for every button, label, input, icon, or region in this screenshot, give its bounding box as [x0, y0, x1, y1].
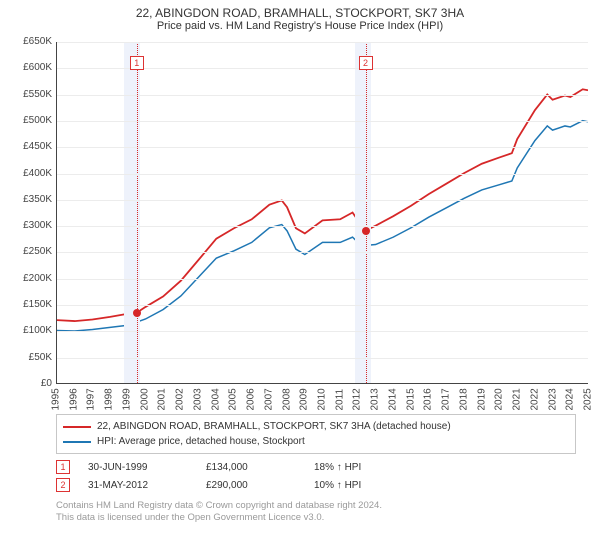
x-axis-label: 2024: [565, 391, 576, 411]
legend-label: HPI: Average price, detached house, Stoc…: [97, 436, 305, 447]
legend: 22, ABINGDON ROAD, BRAMHALL, STOCKPORT, …: [56, 414, 576, 454]
sale-price: £290,000: [206, 480, 296, 491]
y-axis-label: £0: [8, 378, 52, 389]
legend-label: 22, ABINGDON ROAD, BRAMHALL, STOCKPORT, …: [97, 421, 451, 432]
x-axis-label: 2023: [547, 391, 558, 411]
x-axis-label: 2011: [334, 391, 345, 411]
x-axis-label: 2005: [228, 391, 239, 411]
gridline-h: [57, 147, 588, 148]
x-axis-label: 2014: [387, 391, 398, 411]
y-axis-label: £550K: [8, 89, 52, 100]
sale-marker-box: 2: [359, 56, 373, 70]
sale-id-box: 1: [56, 460, 70, 474]
x-axis-label: 2004: [210, 391, 221, 411]
gridline-h: [57, 279, 588, 280]
footer-line-1: Contains HM Land Registry data © Crown c…: [56, 500, 592, 512]
legend-swatch: [63, 441, 91, 443]
gridline-h: [57, 358, 588, 359]
x-axis-label: 1998: [104, 391, 115, 411]
sale-marker-box: 1: [130, 56, 144, 70]
chart-title: 22, ABINGDON ROAD, BRAMHALL, STOCKPORT, …: [8, 6, 592, 20]
sale-row: 2 31-MAY-2012 £290,000 10% ↑ HPI: [56, 476, 592, 494]
sales-summary: 1 30-JUN-1999 £134,000 18% ↑ HPI 2 31-MAY-201…: [8, 458, 592, 494]
legend-row: 22, ABINGDON ROAD, BRAMHALL, STOCKPORT, …: [63, 419, 569, 434]
x-axis-label: 2021: [512, 391, 523, 411]
x-axis-label: 2017: [441, 391, 452, 411]
x-axis-label: 2003: [192, 391, 203, 411]
plot-region: 12: [56, 42, 588, 384]
y-axis-label: £300K: [8, 220, 52, 231]
gridline-h: [57, 331, 588, 332]
y-axis-label: £250K: [8, 246, 52, 257]
x-axis-label: 1996: [68, 391, 79, 411]
gridline-h: [57, 174, 588, 175]
y-axis-label: £500K: [8, 115, 52, 126]
x-axis-label: 2001: [157, 391, 168, 411]
x-axis-label: 2000: [139, 391, 150, 411]
sale-point: [362, 227, 370, 235]
x-axis-label: 2016: [423, 391, 434, 411]
gridline-h: [57, 42, 588, 43]
x-axis-label: 2019: [476, 391, 487, 411]
x-axis-label: 1997: [86, 391, 97, 411]
sale-date: 31-MAY-2012: [88, 480, 188, 491]
y-axis-label: £200K: [8, 273, 52, 284]
chart-subtitle: Price paid vs. HM Land Registry's House …: [8, 20, 592, 32]
sale-price: £134,000: [206, 462, 296, 473]
x-axis-label: 2015: [405, 391, 416, 411]
legend-swatch: [63, 426, 91, 428]
x-axis-label: 1995: [51, 391, 62, 411]
chart-container: 22, ABINGDON ROAD, BRAMHALL, STOCKPORT, …: [0, 0, 600, 529]
chart-area: 12 £0£50K£100K£150K£200K£250K£300K£350K£…: [8, 38, 592, 408]
gridline-h: [57, 252, 588, 253]
gridline-h: [57, 226, 588, 227]
sale-id-box: 2: [56, 478, 70, 492]
gridline-h: [57, 95, 588, 96]
y-axis-label: £400K: [8, 168, 52, 179]
sale-date: 30-JUN-1999: [88, 462, 188, 473]
x-axis-label: 2013: [370, 391, 381, 411]
y-axis-label: £600K: [8, 62, 52, 73]
x-axis-label: 2018: [458, 391, 469, 411]
x-axis-label: 2007: [263, 391, 274, 411]
gridline-h: [57, 200, 588, 201]
y-axis-label: £100K: [8, 325, 52, 336]
y-axis-label: £450K: [8, 141, 52, 152]
footer-attribution: Contains HM Land Registry data © Crown c…: [56, 500, 592, 525]
gridline-h: [57, 305, 588, 306]
sale-row: 1 30-JUN-1999 £134,000 18% ↑ HPI: [56, 458, 592, 476]
x-axis-label: 1999: [121, 391, 132, 411]
x-axis-label: 2002: [175, 391, 186, 411]
footer-line-2: This data is licensed under the Open Gov…: [56, 512, 592, 524]
sale-delta: 10% ↑ HPI: [314, 480, 361, 491]
x-axis-label: 2008: [281, 391, 292, 411]
x-axis-label: 2009: [299, 391, 310, 411]
x-axis-label: 2020: [494, 391, 505, 411]
legend-row: HPI: Average price, detached house, Stoc…: [63, 434, 569, 449]
x-axis-label: 2025: [583, 391, 594, 411]
y-axis-label: £50K: [8, 352, 52, 363]
gridline-h: [57, 121, 588, 122]
x-axis-label: 2010: [317, 391, 328, 411]
sale-delta: 18% ↑ HPI: [314, 462, 361, 473]
y-axis-label: £350K: [8, 194, 52, 205]
y-axis-label: £650K: [8, 36, 52, 47]
x-axis-label: 2006: [246, 391, 257, 411]
y-axis-label: £150K: [8, 299, 52, 310]
x-axis-label: 2022: [529, 391, 540, 411]
x-axis-label: 2012: [352, 391, 363, 411]
